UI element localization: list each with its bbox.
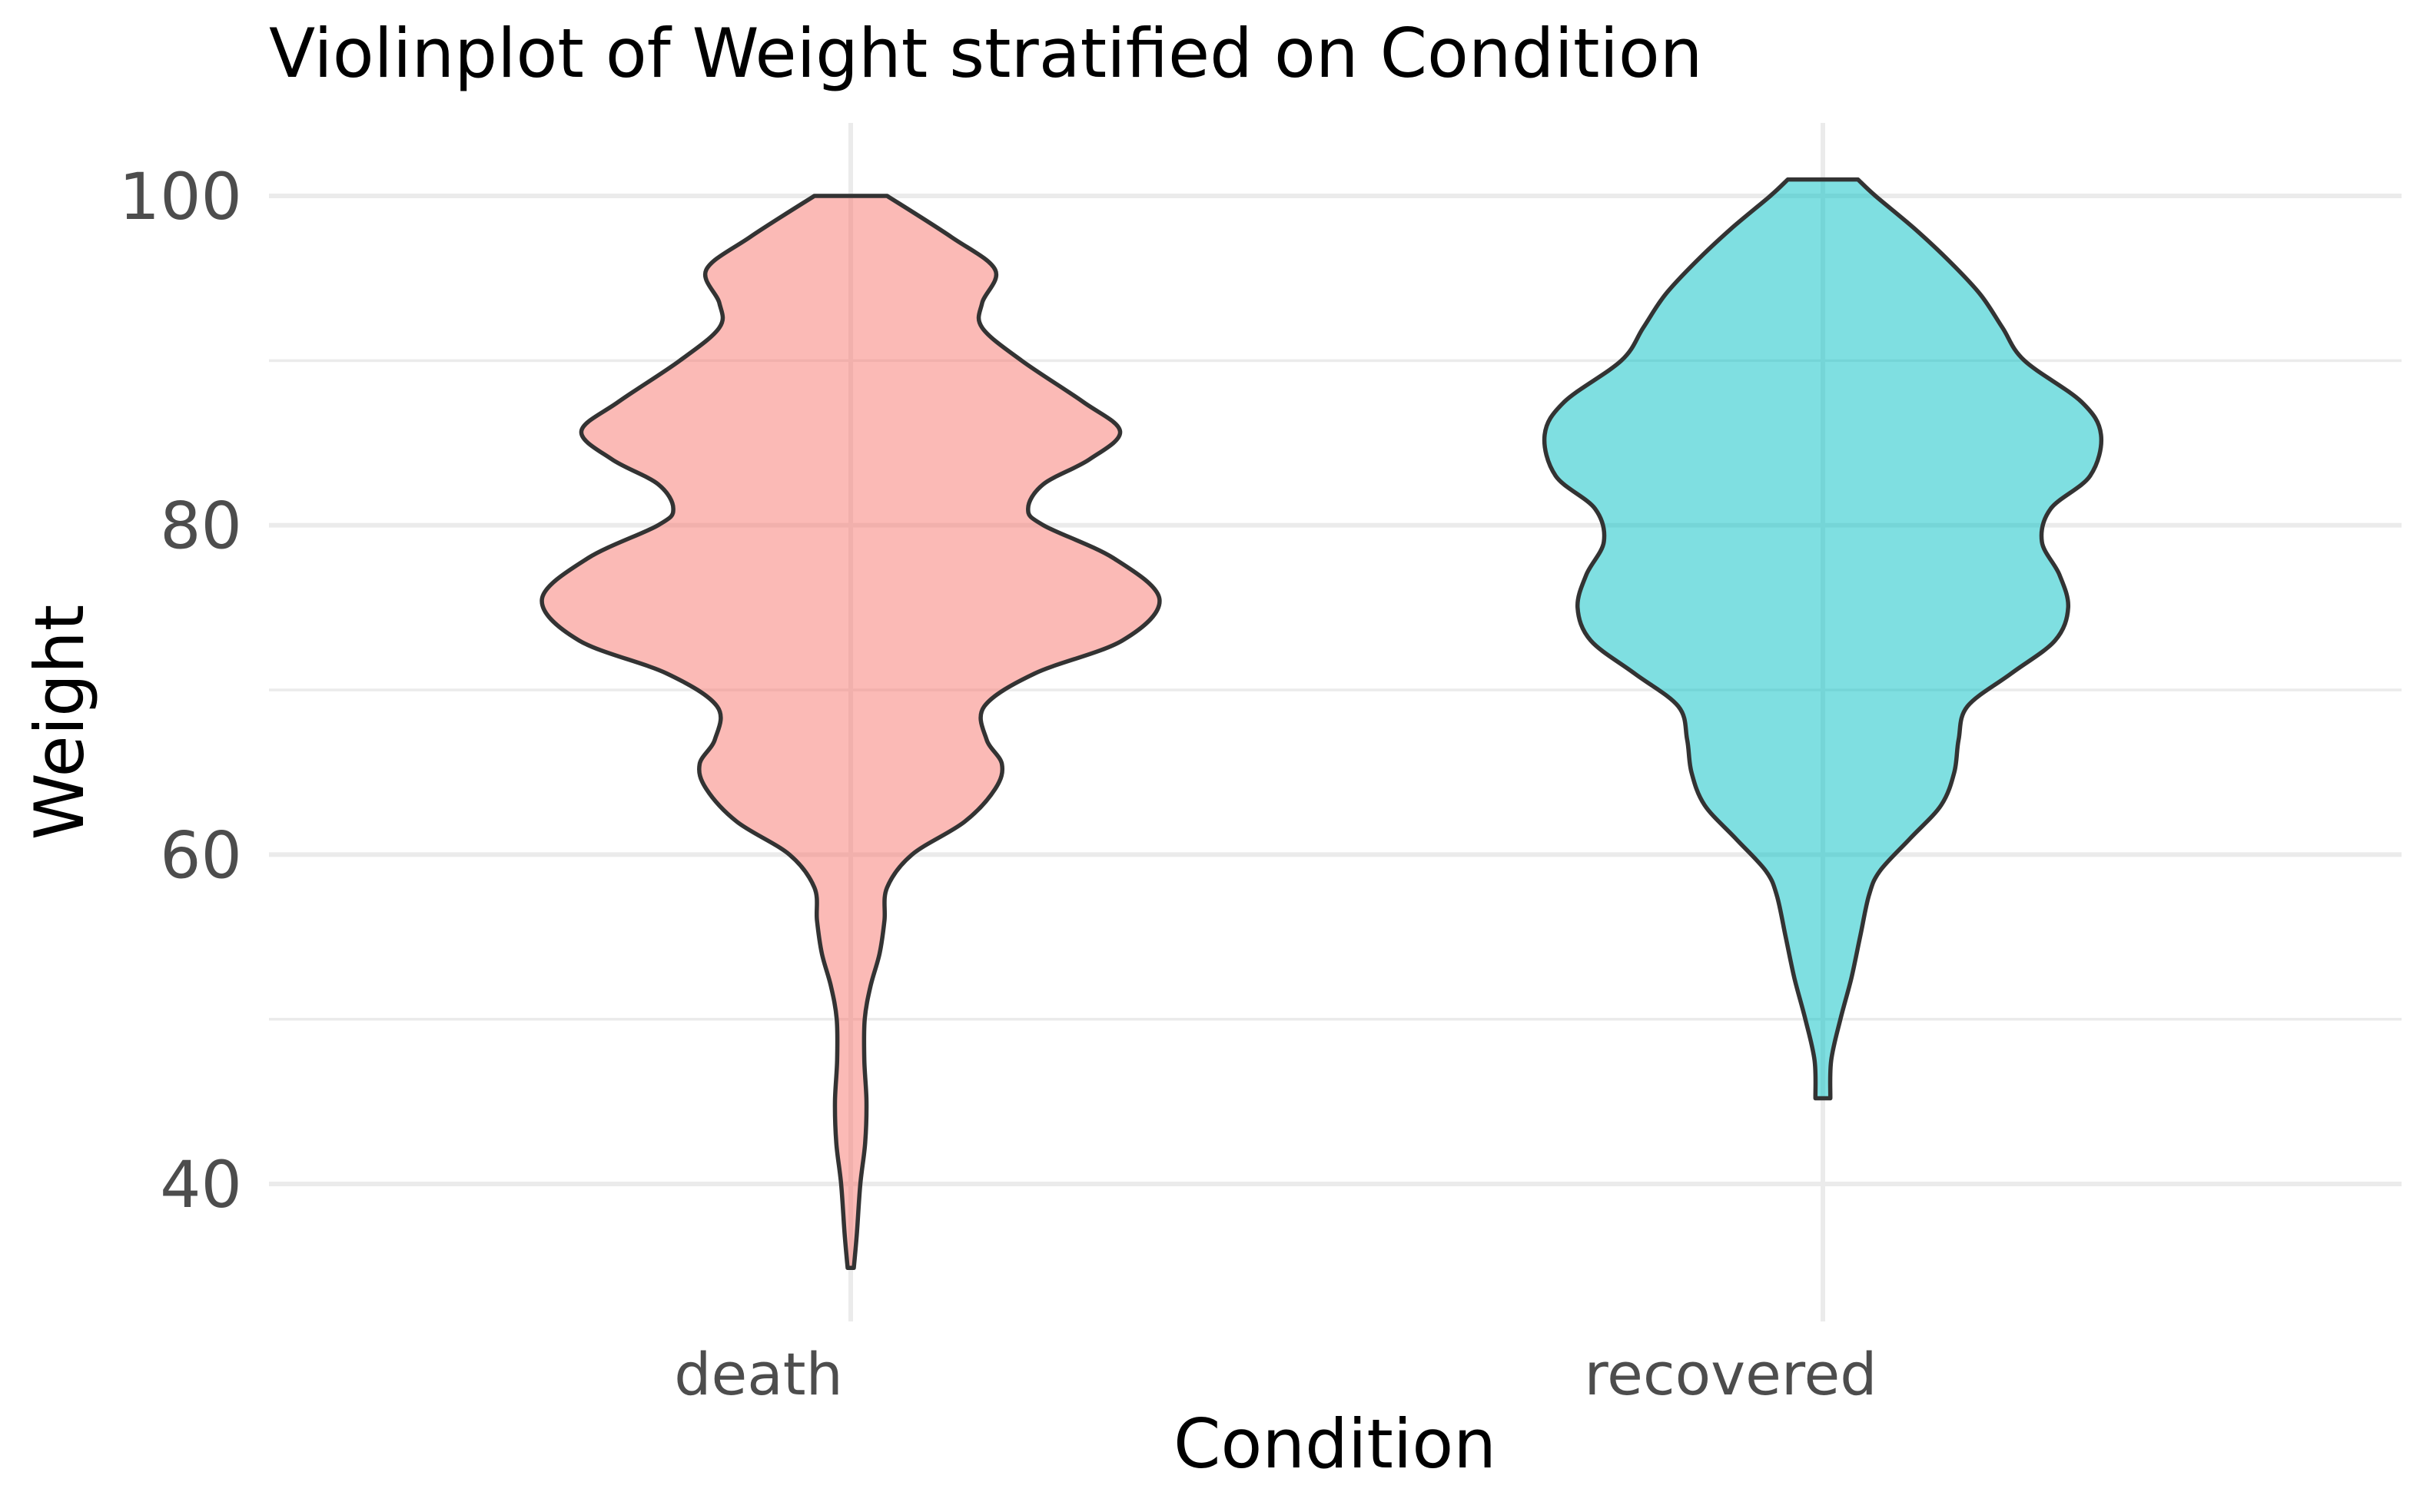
x-axis-title: Condition (1173, 1404, 1496, 1484)
y-axis-ticks: 40 60 80 100 (119, 159, 242, 1222)
x-axis-ticks: death recovered (674, 1340, 1877, 1408)
y-tick-label: 60 (160, 817, 242, 893)
y-tick-label: 40 (160, 1147, 242, 1222)
grid-lines (269, 123, 2402, 1321)
y-tick-label: 80 (160, 489, 242, 564)
violin-death (539, 194, 1162, 1271)
y-axis-title: Weight (20, 605, 99, 841)
x-tick-label-death: death (674, 1340, 843, 1408)
y-tick-label: 100 (119, 159, 242, 234)
violins (539, 177, 2104, 1271)
x-tick-label-recovered: recovered (1585, 1340, 1877, 1408)
violin-recovered (1542, 177, 2104, 1101)
chart-title: Violinplot of Weight stratified on Condi… (269, 14, 1703, 93)
